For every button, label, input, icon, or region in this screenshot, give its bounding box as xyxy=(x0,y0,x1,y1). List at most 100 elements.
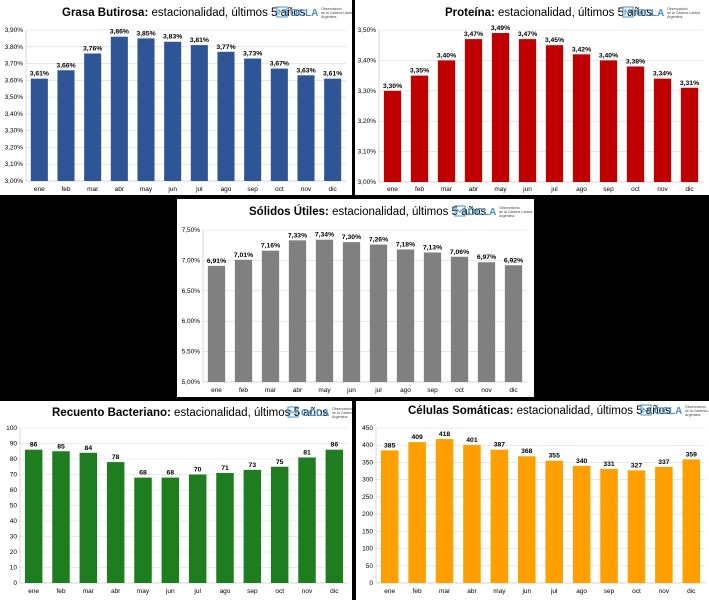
ocla-logo-brand: OCLA xyxy=(654,406,682,417)
data-label: 6,92% xyxy=(504,257,523,264)
y-tick-label: 5,00% xyxy=(182,379,201,386)
x-tick-label: ago xyxy=(220,588,231,595)
data-label: 3,35% xyxy=(410,68,429,75)
data-label: 3,83% xyxy=(163,34,182,41)
data-label: 3,47% xyxy=(464,31,483,38)
chart-svg: Células Somáticas: estacionalidad, últim… xyxy=(362,404,709,595)
chart-panel-proteina: Proteína: estacionalidad, últimos 5 años… xyxy=(355,0,709,195)
y-tick-label: 30 xyxy=(10,534,18,541)
chart-title-bold: Sólidos Útiles: xyxy=(249,205,329,218)
bar xyxy=(57,70,75,181)
x-tick-label: jun xyxy=(521,588,531,595)
chart-title-bold: Grasa Butirosa: xyxy=(62,7,148,19)
bar xyxy=(190,45,208,181)
bar xyxy=(325,449,344,583)
bar xyxy=(24,449,43,583)
chart-svg: Grasa Butirosa: estacionalidad, últimos … xyxy=(5,6,352,193)
data-label: 6,97% xyxy=(477,254,496,261)
bar xyxy=(161,477,180,583)
data-label: 86 xyxy=(30,442,38,449)
y-tick-label: 80 xyxy=(10,456,18,463)
data-label: 7,18% xyxy=(396,241,415,248)
data-label: 3,77% xyxy=(216,44,235,51)
x-tick-label: nov xyxy=(481,387,492,394)
data-label: 7,30% xyxy=(342,234,361,241)
data-label: 7,13% xyxy=(423,244,442,251)
data-label: 6,91% xyxy=(207,258,226,265)
y-tick-label: 0 xyxy=(369,580,373,587)
ocla-logo-line2: de la Cadena Láctea xyxy=(321,11,352,15)
bar xyxy=(52,451,70,583)
data-label: 3,30% xyxy=(383,83,402,90)
x-tick-label: oct xyxy=(275,588,284,595)
bar xyxy=(261,250,280,382)
bar xyxy=(599,60,618,182)
y-tick-label: 200 xyxy=(362,511,373,518)
bar xyxy=(188,474,207,583)
x-tick-label: nov xyxy=(659,588,670,595)
data-label: 73 xyxy=(249,462,257,469)
y-tick-label: 300 xyxy=(362,477,373,484)
x-tick-label: oct xyxy=(275,186,284,193)
chart-svg: Sólidos Útiles: estacionalidad, últimos … xyxy=(182,205,533,394)
y-tick-label: 3,80% xyxy=(5,44,24,51)
data-label: 68 xyxy=(167,470,175,477)
data-label: 331 xyxy=(603,461,615,468)
x-tick-label: oct xyxy=(632,588,641,595)
bar xyxy=(298,457,316,583)
x-tick-label: abr xyxy=(111,588,121,595)
bar xyxy=(297,75,315,181)
bar xyxy=(216,472,234,583)
x-tick-label: feb xyxy=(61,186,70,193)
bar xyxy=(408,442,426,583)
ocla-logo-line3: Argentina xyxy=(499,214,514,218)
bar xyxy=(545,460,563,583)
bar xyxy=(572,54,591,182)
y-tick-label: 0 xyxy=(13,580,17,587)
bar xyxy=(110,36,128,181)
x-tick-label: ene xyxy=(28,588,39,595)
y-tick-label: 3,20% xyxy=(5,144,24,151)
ocla-logo-icon xyxy=(454,205,466,217)
x-tick-label: abr xyxy=(293,387,303,394)
ocla-logo-brand: OCLA xyxy=(301,408,329,419)
x-tick-label: ene xyxy=(384,588,395,595)
bar xyxy=(437,60,456,182)
data-label: 70 xyxy=(194,467,202,474)
y-tick-label: 10 xyxy=(10,565,18,572)
data-label: 85 xyxy=(57,443,65,450)
bar xyxy=(653,78,672,182)
x-tick-label: dic xyxy=(509,387,518,394)
y-tick-label: 3,30% xyxy=(358,88,377,95)
x-tick-label: abr xyxy=(469,186,479,193)
x-tick-label: nov xyxy=(302,588,313,595)
x-tick-label: may xyxy=(137,588,150,595)
data-label: 3,86% xyxy=(110,29,129,36)
chart-title: Proteína: estacionalidad, últimos 5 años xyxy=(445,7,652,19)
bar xyxy=(137,38,155,182)
ocla-logo-line1: Observatorio xyxy=(685,405,706,409)
data-label: 3,42% xyxy=(572,46,591,53)
data-label: 78 xyxy=(112,454,120,461)
chart-title-rest: estacionalidad, últimos 5 años xyxy=(513,405,671,417)
x-tick-label: jul xyxy=(550,588,558,595)
bar xyxy=(315,239,334,382)
x-tick-label: oct xyxy=(455,387,464,394)
bar xyxy=(682,459,701,583)
y-tick-label: 100 xyxy=(362,546,373,553)
bar xyxy=(234,259,253,382)
chart-title-rest: estacionalidad, últimos 5 años xyxy=(329,206,487,218)
bar xyxy=(655,466,673,583)
y-tick-label: 40 xyxy=(10,518,18,525)
chart-title: Células Somáticas: estacionalidad, últim… xyxy=(408,405,671,417)
ocla-logo-mark xyxy=(289,408,297,415)
chart-title-rest: estacionalidad, últimos 5 años xyxy=(148,7,306,19)
x-tick-label: jun xyxy=(167,186,177,193)
y-tick-label: 3,90% xyxy=(5,27,24,34)
y-tick-label: 250 xyxy=(362,494,373,501)
x-tick-label: jun xyxy=(522,186,532,193)
chart-svg: Proteína: estacionalidad, últimos 5 años… xyxy=(358,6,703,193)
